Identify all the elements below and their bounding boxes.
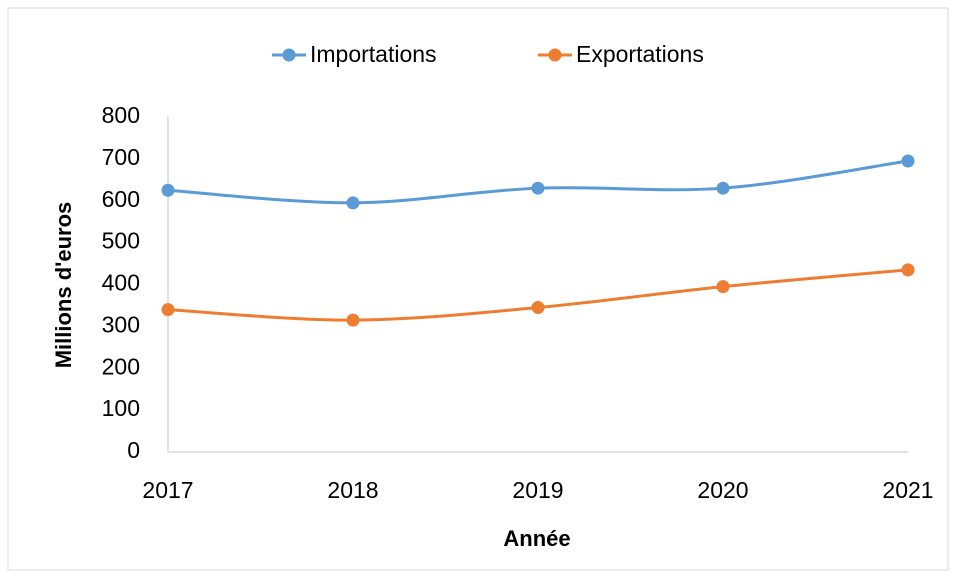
y-tick-label: 0	[127, 437, 140, 463]
y-tick-label: 400	[102, 270, 140, 296]
data-point	[346, 196, 360, 210]
x-tick-label: 2019	[512, 477, 563, 503]
y-tick-label: 600	[102, 186, 140, 212]
x-tick-label: 2018	[327, 477, 378, 503]
x-tick-label: 2021	[882, 477, 933, 503]
data-point	[531, 301, 545, 315]
y-tick-label: 500	[102, 228, 140, 254]
x-tick-label: 2017	[142, 477, 193, 503]
data-point	[716, 181, 730, 195]
x-tick-label: 2020	[697, 477, 748, 503]
legend-marker	[282, 48, 296, 62]
data-point	[346, 313, 360, 327]
y-tick-label: 800	[102, 102, 140, 128]
chart-frame	[7, 7, 949, 571]
data-point	[161, 303, 175, 317]
y-tick-label: 300	[102, 311, 140, 337]
y-tick-label: 700	[102, 144, 140, 170]
data-point	[531, 181, 545, 195]
data-point	[161, 183, 175, 197]
legend-marker	[548, 48, 562, 62]
data-point	[901, 263, 915, 277]
data-point	[901, 154, 915, 168]
legend-label: Exportations	[576, 41, 704, 67]
y-tick-label: 200	[102, 353, 140, 379]
x-axis-title: Année	[503, 526, 570, 551]
data-point	[716, 280, 730, 294]
y-tick-label: 100	[102, 395, 140, 421]
y-axis-title: Millions d'euros	[51, 202, 76, 369]
legend-label: Importations	[310, 41, 437, 67]
